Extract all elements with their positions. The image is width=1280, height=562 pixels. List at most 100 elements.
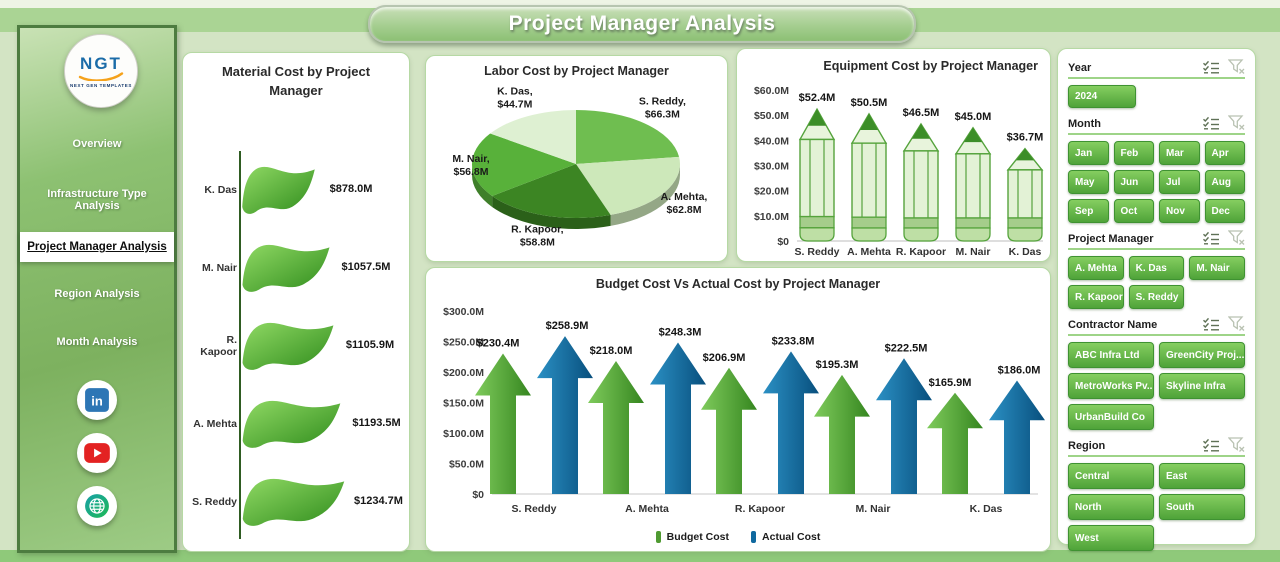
- filter-option-apr[interactable]: Apr: [1204, 141, 1245, 165]
- filter-option-jan[interactable]: Jan: [1068, 141, 1109, 165]
- filter-option-r-kapoor[interactable]: R. Kapoor: [1068, 285, 1124, 309]
- filter-option-south[interactable]: South: [1159, 494, 1245, 520]
- equipment-category-label: A. Mehta: [847, 246, 891, 258]
- equipment-value-label: $36.7M: [1007, 132, 1044, 144]
- material-value-label: $1234.7M: [354, 495, 403, 508]
- pie-label: S. Reddy, $66.3M: [639, 96, 686, 121]
- budget-y-tick: $0: [472, 489, 484, 501]
- clear-filter-icon[interactable]: [1228, 316, 1245, 331]
- filter-option-2024[interactable]: 2024: [1068, 85, 1136, 108]
- slicer-label-year: Year: [1068, 62, 1092, 74]
- svg-text:in: in: [91, 393, 103, 408]
- filter-option-m-nair[interactable]: M. Nair: [1189, 256, 1245, 280]
- budget-arrow: [701, 367, 757, 494]
- slicer-options-contractor: ABC Infra Ltd GreenCity Proj... MetroWorks…: [1068, 342, 1245, 430]
- actual-value-label: $248.3M: [659, 327, 702, 339]
- filter-option-aug[interactable]: Aug: [1204, 170, 1245, 194]
- slicer-label-region: Region: [1068, 440, 1106, 452]
- labor-cost-card: Labor Cost by Project Manager S. Reddy, $…: [425, 55, 728, 262]
- budget-chart-title: Budget Cost Vs Actual Cost by Project Ma…: [595, 277, 881, 291]
- actual-arrow: [763, 351, 819, 494]
- clear-filter-icon[interactable]: [1228, 59, 1245, 74]
- linkedin-button[interactable]: in: [77, 380, 117, 420]
- filter-option-jun[interactable]: Jun: [1113, 170, 1154, 194]
- filter-option-dec[interactable]: Dec: [1204, 199, 1245, 223]
- material-bar-row: S. Reddy $1234.7M: [191, 463, 405, 541]
- legend-label: Actual Cost: [762, 531, 821, 543]
- legend-item[interactable]: Budget Cost: [655, 531, 729, 543]
- sidebar-nav: Overview Infrastructure Type Analysis Proj…: [20, 114, 174, 354]
- filter-option-nov[interactable]: Nov: [1159, 199, 1200, 223]
- pie-label: R. Kapoor, $58.8M: [511, 224, 564, 249]
- filter-option-central[interactable]: Central: [1068, 463, 1154, 489]
- material-category-label: A. Mehta: [193, 418, 237, 430]
- filter-option-feb[interactable]: Feb: [1113, 141, 1154, 165]
- leaf-flag-bar: [242, 244, 330, 292]
- budget-category-label: M. Nair: [855, 503, 890, 515]
- budget-category-label: R. Kapoor: [735, 503, 785, 515]
- budget-chart-legend: Budget Cost Actual Cost: [426, 531, 1050, 543]
- pie-slice: [490, 110, 576, 164]
- website-button[interactable]: [77, 486, 117, 526]
- material-bar-row: R. Kapoor $1105.9M: [191, 307, 405, 385]
- linkedin-icon: in: [85, 388, 109, 412]
- actual-arrow: [650, 342, 706, 494]
- slicer-options-project_manager: A. Mehta K. Das M. Nair R. Kapoor S. Reddy: [1068, 256, 1245, 309]
- select-all-icon[interactable]: [1202, 438, 1220, 452]
- material-bar-row: K. Das $878.0M: [191, 151, 405, 229]
- material-bar-row: M. Nair $1057.5M: [191, 229, 405, 307]
- sidebar-item-region-analysis[interactable]: Region Analysis: [54, 288, 140, 300]
- logo-text: NGT: [80, 53, 122, 73]
- filter-option-k-das[interactable]: K. Das: [1128, 256, 1185, 280]
- filter-option-jul[interactable]: Jul: [1159, 170, 1200, 194]
- filter-option-skyline-infra[interactable]: Skyline Infra: [1159, 373, 1245, 399]
- material-y-axis-line: [239, 151, 241, 539]
- equipment-value-label: $45.0M: [955, 111, 992, 123]
- slicer-header-icons: [1202, 59, 1245, 74]
- filter-option-may[interactable]: May: [1068, 170, 1109, 194]
- select-all-icon[interactable]: [1202, 60, 1220, 74]
- leaf-flag-bar: [242, 400, 341, 448]
- filter-option-s-reddy[interactable]: S. Reddy: [1128, 285, 1185, 309]
- select-all-icon[interactable]: [1202, 317, 1220, 331]
- pencil-bar: [1006, 147, 1044, 242]
- legend-item[interactable]: Actual Cost: [751, 531, 820, 543]
- select-all-icon[interactable]: [1202, 116, 1220, 130]
- clear-filter-icon[interactable]: [1228, 230, 1245, 245]
- equipment-cost-card: Equipment Cost by Project Manager $60.0M…: [736, 48, 1051, 262]
- filter-option-north[interactable]: North: [1068, 494, 1154, 520]
- logo: NGT NEXT GEN TEMPLATES: [64, 34, 138, 108]
- filter-option-a-mehta[interactable]: A. Mehta: [1068, 256, 1124, 280]
- select-all-icon[interactable]: [1202, 231, 1220, 245]
- sidebar-item-infrastructure-type-analysis[interactable]: Infrastructure Type Analysis: [47, 188, 147, 212]
- filter-option-sep[interactable]: Sep: [1068, 199, 1109, 223]
- filter-option-metroworks-pv-[interactable]: MetroWorks Pv...: [1068, 373, 1154, 399]
- filter-option-west[interactable]: West: [1068, 525, 1154, 551]
- filter-option-greencity-proj-[interactable]: GreenCity Proj...: [1159, 342, 1245, 368]
- sidebar-item-project-manager-analysis[interactable]: Project Manager Analysis: [20, 232, 174, 262]
- slicer-header-icons: [1202, 230, 1245, 245]
- pie-slice-side: [610, 164, 680, 226]
- equipment-y-tick: $0: [777, 236, 789, 248]
- clear-filter-icon[interactable]: [1228, 437, 1245, 452]
- filter-option-east[interactable]: East: [1159, 463, 1245, 489]
- pie-label: A. Mehta, $62.8M: [661, 191, 708, 216]
- youtube-button[interactable]: [77, 433, 117, 473]
- slicer-label-project_manager: Project Manager: [1068, 233, 1154, 245]
- slicer-project_manager: Project Manager A. Mehta K. Das M. Nair R. …: [1068, 230, 1245, 309]
- equipment-value-label: $46.5M: [903, 107, 940, 119]
- actual-value-label: $186.0M: [998, 365, 1041, 377]
- sidebar-item-month-analysis[interactable]: Month Analysis: [56, 336, 138, 348]
- filter-option-abc-infra-ltd[interactable]: ABC Infra Ltd: [1068, 342, 1154, 368]
- sidebar-item-overview[interactable]: Overview: [72, 138, 122, 150]
- sidebar: NGT NEXT GEN TEMPLATES Overview Infrastru…: [17, 25, 177, 553]
- slicer-options-year: 2024: [1068, 85, 1245, 108]
- labor-pie-chart: S. Reddy, $66.3M A. Mehta, $62.8M R. Kapoor,…: [452, 86, 708, 249]
- filter-option-mar[interactable]: Mar: [1159, 141, 1200, 165]
- budget-category-label: S. Reddy: [512, 503, 557, 515]
- filter-option-oct[interactable]: Oct: [1113, 199, 1154, 223]
- filter-option-urbanbuild-co[interactable]: UrbanBuild Co: [1068, 404, 1154, 430]
- clear-filter-icon[interactable]: [1228, 115, 1245, 130]
- budget-category-label: A. Mehta: [625, 503, 669, 515]
